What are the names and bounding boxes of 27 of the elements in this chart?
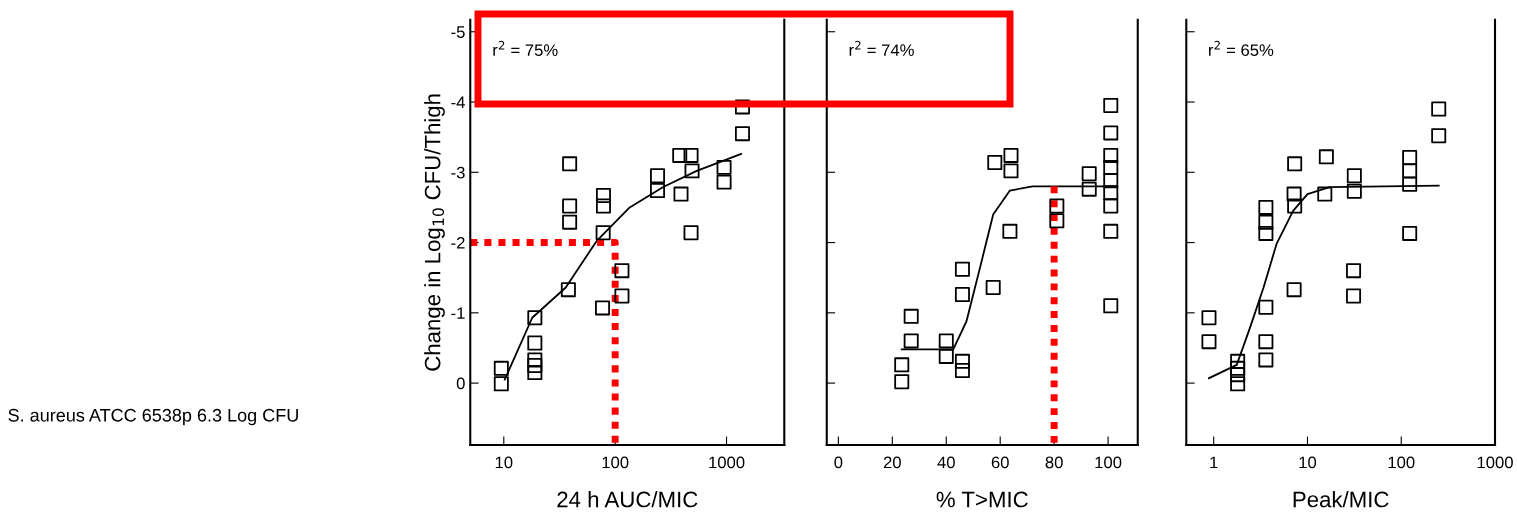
y-tick-label: -4 <box>451 96 465 109</box>
x-tick-label: 80 <box>1045 456 1063 469</box>
annotation: r$^{2}$ = 75% <box>493 40 558 57</box>
annotation: r$^{2}$ = 74% <box>849 40 914 56</box>
x-tick-label: 100 <box>1095 456 1122 469</box>
y-tick-label: -3 <box>451 166 465 179</box>
y-axis-title: Change in Log$_{10}$ CFU/Thigh <box>424 94 445 371</box>
y-tick-label: -2 <box>451 236 465 249</box>
x-tick-label: 1000 <box>709 456 745 469</box>
y-tick-label: -1 <box>451 307 465 319</box>
x-tick-label: 40 <box>937 456 955 469</box>
x-tick-label: 10 <box>1299 456 1317 469</box>
x-tick-label: 60 <box>991 456 1009 469</box>
x-axis-title: % T>MIC <box>936 491 1028 508</box>
x-axis-title: 24 h AUC/MIC <box>557 491 698 508</box>
x-tick-label: 1000 <box>1477 456 1513 469</box>
text: S. aureus ATCC 6538p 6.3 Log CFU <box>8 408 298 426</box>
x-tick-label: 100 <box>602 456 629 469</box>
x-tick-label: 20 <box>883 456 901 469</box>
x-tick-label: 100 <box>1388 456 1415 469</box>
x-tick-label: 10 <box>495 456 513 469</box>
x-tick-label: 1 <box>1210 456 1218 469</box>
x-tick-label: 0 <box>834 456 843 469</box>
y-tick-label: 0 <box>456 377 465 390</box>
y-tick-label: -5 <box>451 26 465 38</box>
x-axis-title: Peak/MIC <box>1293 491 1389 508</box>
annotation: r$^{2}$ = 65% <box>1209 40 1274 57</box>
